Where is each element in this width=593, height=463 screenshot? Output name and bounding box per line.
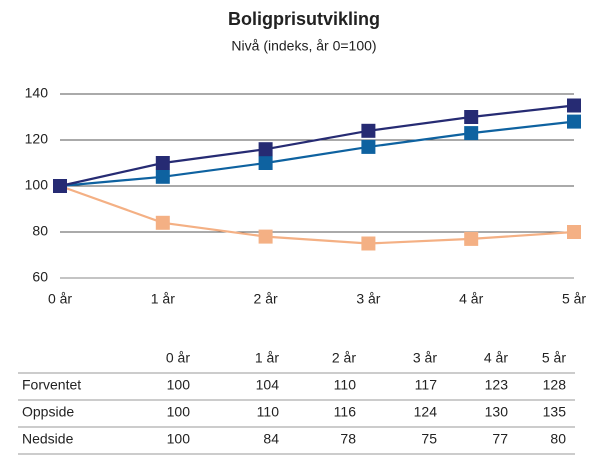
marker: [361, 236, 376, 251]
x-tick-label: 3 år: [356, 291, 380, 307]
marker: [464, 231, 479, 246]
table-cell: 77: [492, 431, 508, 447]
marker: [258, 142, 273, 157]
x-tick-label: 2 år: [254, 291, 278, 307]
marker: [361, 123, 376, 138]
table-header: 3 år: [413, 350, 437, 366]
series-line: [59, 184, 575, 245]
table-cell: 100: [167, 404, 191, 420]
series-line: [59, 104, 575, 188]
marker: [567, 114, 581, 129]
table-cell: 100: [167, 377, 191, 393]
marker: [464, 126, 479, 141]
table-cell: 75: [421, 431, 437, 447]
chart-title: Boligprisutvikling: [228, 9, 380, 29]
row-label: Oppside: [22, 404, 74, 420]
marker: [258, 229, 273, 244]
marker: [155, 215, 170, 230]
table-header: 5 år: [542, 350, 566, 366]
table-cell: 80: [550, 431, 566, 447]
y-tick-label: 80: [32, 223, 48, 239]
table-header: 1 år: [255, 350, 279, 366]
table-header: 4 år: [484, 350, 508, 366]
table-cell: 110: [334, 377, 357, 393]
table-cell: 78: [340, 431, 356, 447]
row-label: Nedside: [22, 431, 74, 447]
table-cell: 124: [414, 404, 438, 420]
table-cell: 130: [485, 404, 509, 420]
table-cell: 100: [167, 431, 191, 447]
marker: [53, 179, 67, 193]
marker: [567, 225, 581, 239]
table-header: 0 år: [166, 350, 190, 366]
marker: [567, 98, 581, 113]
table-cell: 116: [334, 404, 357, 420]
y-tick-label: 100: [25, 177, 49, 193]
table-cell: 110: [257, 404, 280, 420]
x-tick-label: 0 år: [48, 291, 72, 307]
chart-subtitle: Nivå (indeks, år 0=100): [231, 38, 376, 54]
marker: [258, 156, 273, 170]
table-header: 2 år: [332, 350, 356, 366]
x-tick-label: 1 år: [151, 291, 175, 307]
marker: [155, 156, 170, 170]
table-cell: 117: [415, 377, 438, 393]
table-cell: 84: [263, 431, 279, 447]
y-tick-label: 120: [25, 131, 49, 147]
table-cell: 128: [543, 377, 567, 393]
table-cell: 123: [485, 377, 509, 393]
x-tick-label: 5 år: [562, 291, 586, 307]
y-tick-label: 60: [32, 269, 48, 285]
table-cell: 104: [256, 377, 280, 393]
marker: [464, 110, 479, 124]
marker: [361, 139, 376, 154]
x-tick-label: 4 år: [459, 291, 483, 307]
table-cell: 135: [543, 404, 567, 420]
marker: [155, 169, 170, 184]
series-line: [59, 120, 575, 188]
y-tick-label: 140: [25, 85, 49, 101]
row-label: Forventet: [22, 377, 81, 393]
